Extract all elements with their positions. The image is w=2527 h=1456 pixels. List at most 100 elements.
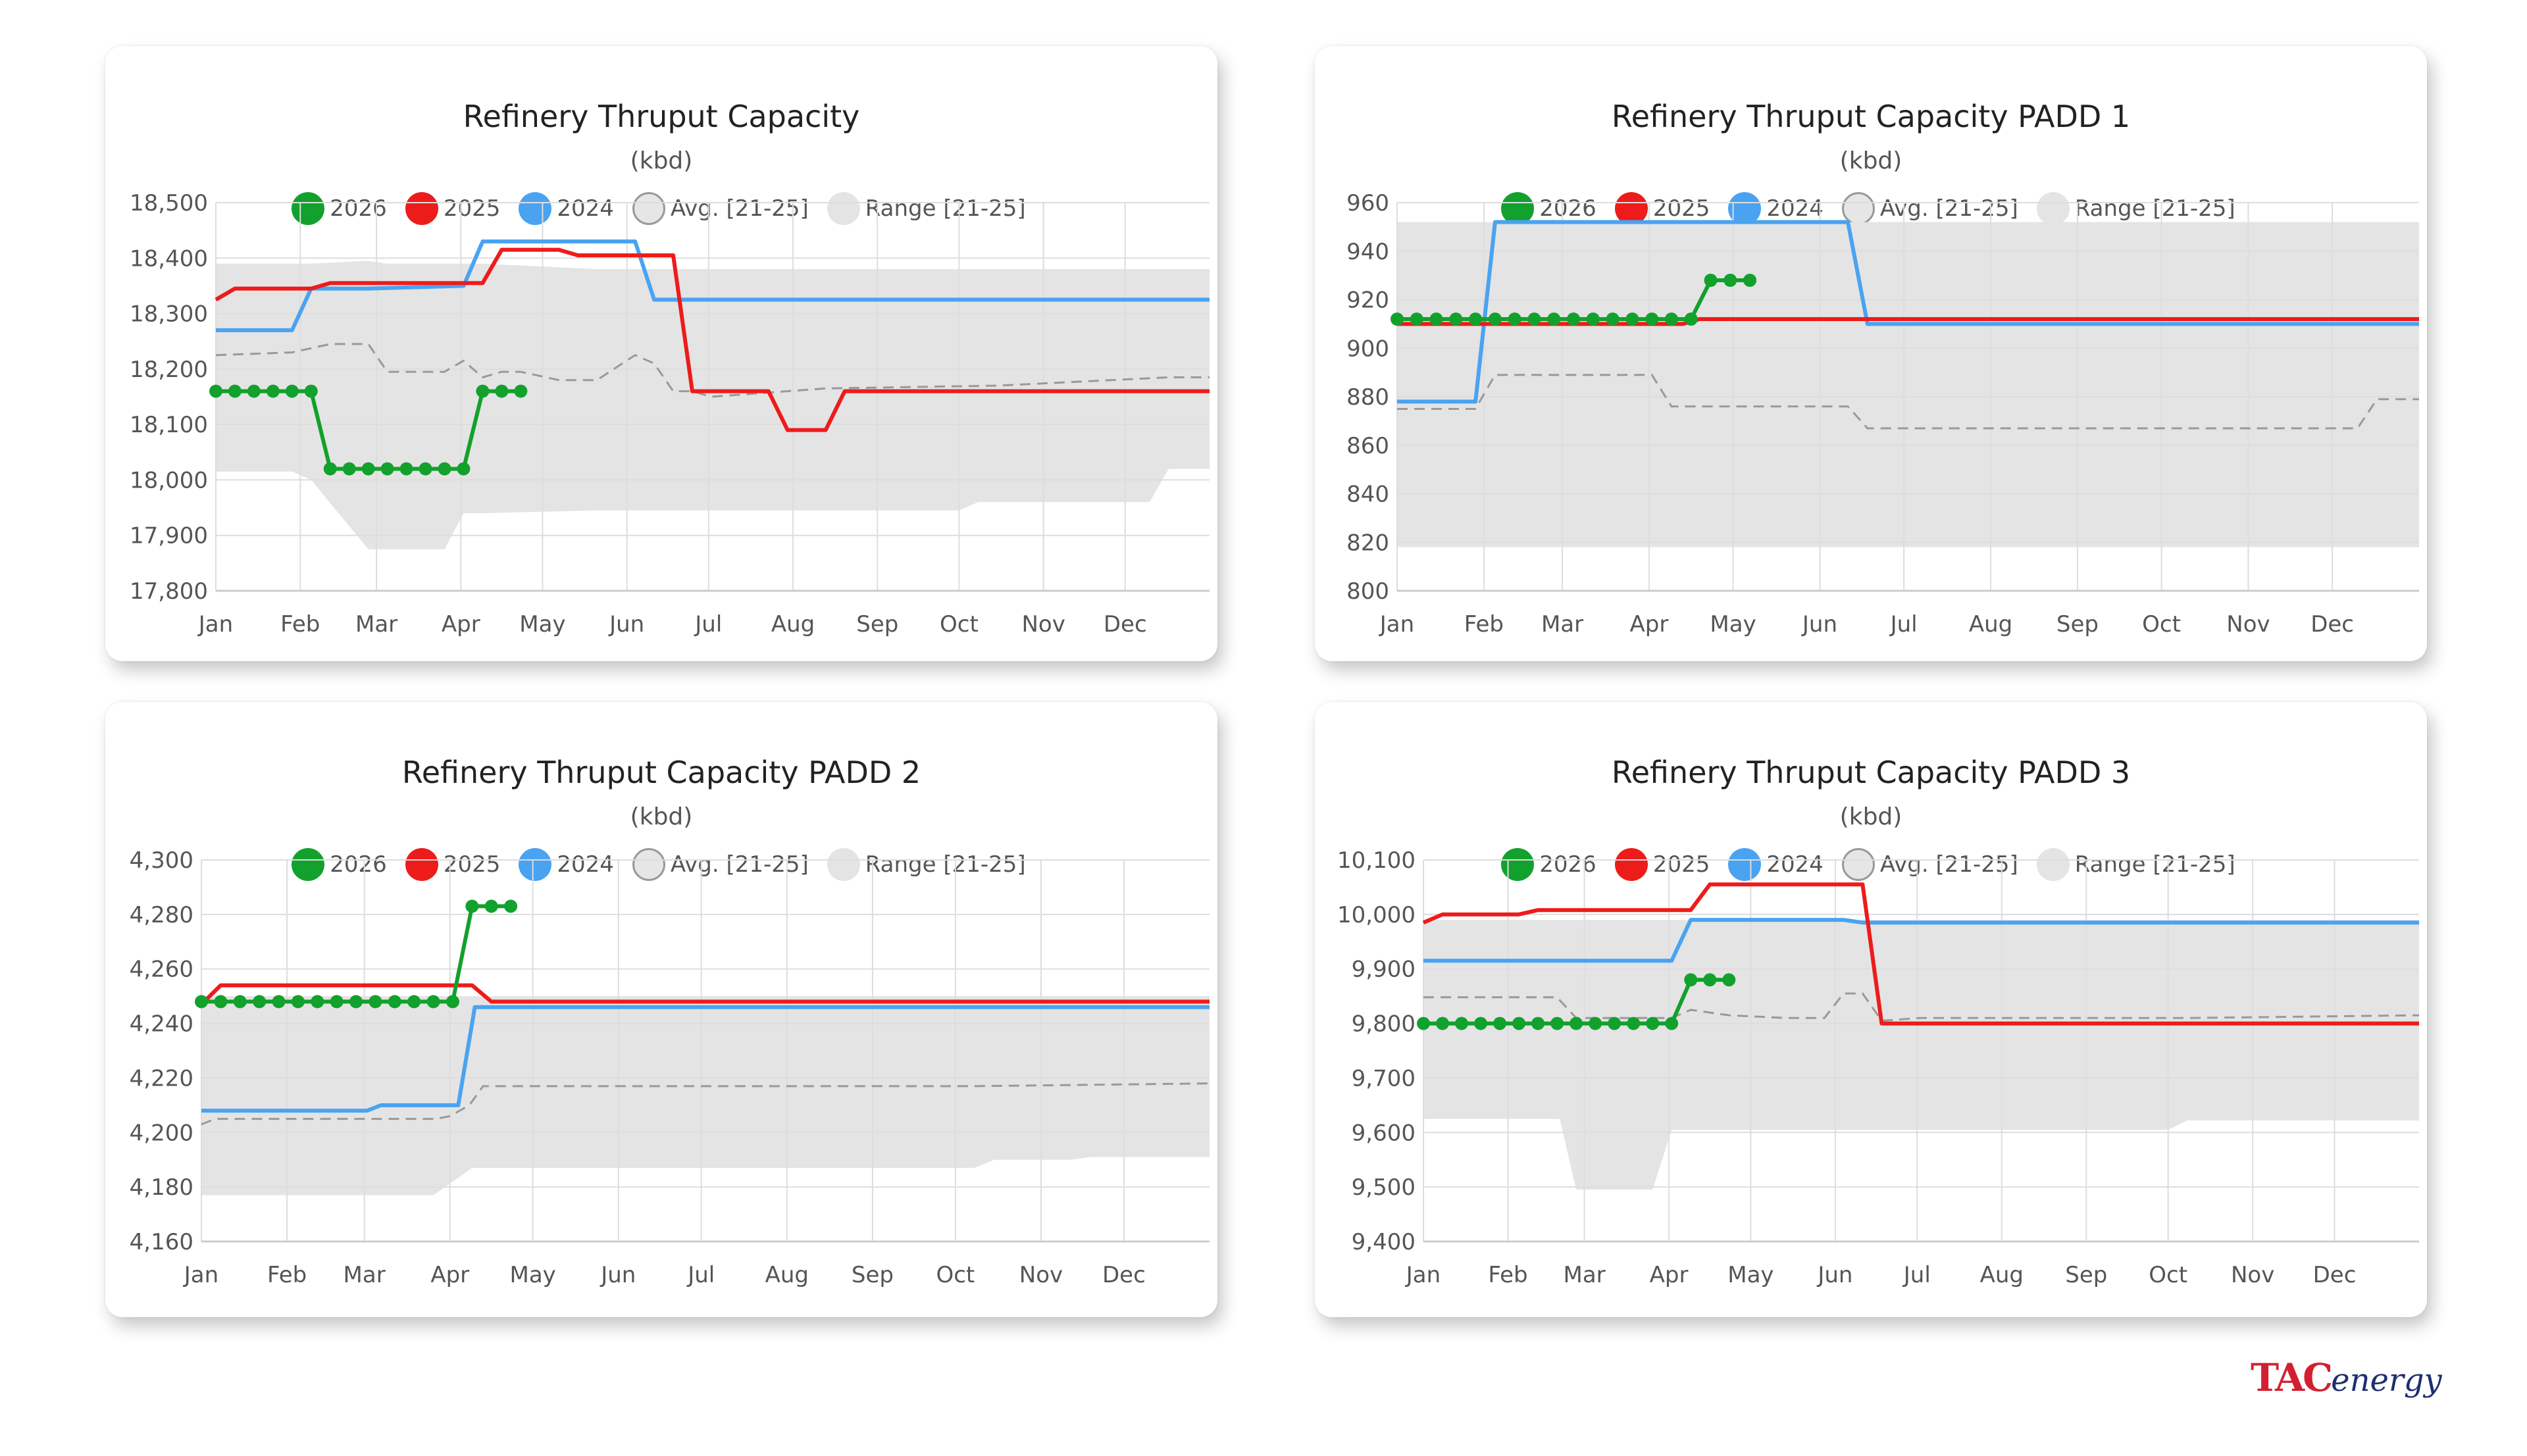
x-tick-label: Oct (936, 1262, 975, 1288)
legend-label: Avg. [21-25] (1879, 195, 2018, 222)
x-tick-label: Feb (280, 611, 320, 638)
legend-swatch (292, 192, 325, 225)
series-point-2026 (1586, 313, 1600, 326)
series-line-2024 (1423, 918, 2419, 963)
series-point-2026 (330, 995, 344, 1009)
series-line-2026 (201, 904, 511, 1004)
legend-item[interactable]: Avg. [21-25] (632, 848, 809, 881)
x-tick-label: Feb (1488, 1262, 1527, 1288)
series-point-2026 (253, 995, 267, 1009)
series-point-2026 (1550, 1017, 1564, 1030)
series-line-2025 (199, 983, 1210, 1006)
series-line-avg-21-25 (201, 1082, 1210, 1126)
series-point-2026 (311, 995, 324, 1009)
legend-swatch (1501, 848, 1535, 881)
series-point-2026 (323, 462, 337, 476)
legend-item[interactable]: Range [21-25] (827, 192, 1026, 225)
x-tick-label: May (1727, 1262, 1774, 1288)
legend-label: Range [21-25] (2074, 851, 2235, 878)
legend-swatch (519, 848, 552, 881)
y-tick-label: 18,300 (130, 301, 208, 328)
legend-item[interactable]: Avg. [21-25] (1841, 848, 2018, 881)
series-point-2026 (1391, 313, 1404, 326)
legend-item[interactable]: Avg. [21-25] (632, 192, 809, 225)
x-tick-label: Sep (852, 1262, 894, 1288)
y-tick-label: 18,100 (130, 412, 208, 438)
legend-label: 2024 (557, 195, 614, 222)
legend-item[interactable]: 2025 (1614, 848, 1710, 881)
legend-item[interactable]: 2026 (292, 192, 387, 225)
x-tick-label: Mar (355, 611, 397, 638)
x-tick-label: Jul (694, 611, 722, 638)
x-tick-label: Dec (2310, 611, 2354, 638)
legend-item[interactable]: 2026 (1501, 192, 1596, 225)
legend-swatch (827, 848, 860, 881)
legend-item[interactable]: Avg. [21-25] (1841, 192, 2018, 225)
legend-item[interactable]: 2025 (1614, 192, 1710, 225)
legend-swatch (632, 192, 665, 225)
series-point-2026 (1410, 313, 1423, 326)
legend-item[interactable]: Range [21-25] (827, 848, 1026, 881)
legend-item[interactable]: 2025 (405, 192, 500, 225)
legend-item[interactable]: Range [21-25] (2036, 848, 2235, 881)
legend-item[interactable]: 2024 (519, 848, 614, 881)
legend-item[interactable]: Range [21-25] (2036, 192, 2235, 225)
legend-item[interactable]: 2026 (292, 848, 387, 881)
series-point-2026 (419, 462, 432, 476)
series-point-2026 (369, 995, 382, 1009)
legend-label: Range [21-25] (865, 195, 1026, 222)
x-tick-label: Oct (2142, 611, 2181, 638)
legend-item[interactable]: 2024 (519, 192, 614, 225)
legend-item[interactable]: 2025 (405, 848, 500, 881)
series-point-2026 (1606, 313, 1620, 326)
legend-swatch (1614, 192, 1648, 225)
legend-item[interactable]: 2024 (1728, 192, 1824, 225)
y-tick-label: 4,180 (130, 1174, 193, 1201)
series-point-2026 (380, 462, 394, 476)
legend-item[interactable]: 2024 (1728, 848, 1824, 881)
y-tick-label: 17,800 (130, 578, 208, 605)
chart-subtitle: (kbd) (630, 147, 693, 174)
y-tick-label: 4,260 (130, 957, 193, 983)
x-tick-label: Dec (1104, 611, 1147, 638)
series-point-2026 (1684, 973, 1698, 987)
y-tick-label: 4,160 (130, 1229, 193, 1255)
series-point-2026 (465, 899, 479, 913)
series-point-2026 (214, 995, 228, 1009)
legend-swatch (1501, 192, 1535, 225)
x-tick-label: Nov (1019, 1262, 1063, 1288)
y-tick-label: 4,240 (130, 1011, 193, 1038)
x-tick-label: Jun (600, 1262, 636, 1288)
y-tick-label: 18,400 (130, 245, 208, 272)
series-point-2026 (1527, 313, 1541, 326)
logo-energy: energy (2331, 1362, 2442, 1399)
x-tick-label: Jan (1379, 611, 1414, 638)
x-tick-label: Jul (1889, 611, 1918, 638)
x-tick-label: Jun (1816, 1262, 1852, 1288)
legend-label: 2024 (557, 851, 614, 878)
x-tick-label: Aug (1980, 1262, 2024, 1288)
series-point-2026 (195, 995, 208, 1009)
y-tick-label: 880 (1346, 384, 1389, 411)
series-point-2026 (399, 462, 413, 476)
series-point-2026 (446, 995, 459, 1009)
series-point-2026 (361, 462, 375, 476)
legend-label: Avg. [21-25] (1879, 851, 2018, 878)
legend-swatch (632, 848, 665, 881)
legend-item[interactable]: 2026 (1501, 848, 1596, 881)
chart-title: Refinery Thruput Capacity (463, 99, 860, 134)
series-point-2026 (504, 899, 518, 913)
series-point-2026 (247, 384, 261, 398)
chart-card-padd1: Refinery Thruput Capacity PADD 1 (kbd) 2… (1315, 46, 2427, 661)
series-point-2026 (1703, 973, 1717, 987)
series-line-avg-21-25 (215, 343, 1210, 398)
x-tick-label: Jan (1405, 1262, 1441, 1288)
series-line-2024 (1397, 220, 2419, 404)
x-tick-label: Feb (267, 1262, 307, 1288)
x-tick-label: Apr (442, 611, 480, 638)
x-tick-label: Jul (686, 1262, 715, 1288)
legend-swatch (1728, 848, 1762, 881)
series-point-2026 (1625, 313, 1639, 326)
chart-card-padd3: Refinery Thruput Capacity PADD 3 (kbd) 2… (1315, 702, 2427, 1317)
x-tick-label: Aug (1969, 611, 2012, 638)
